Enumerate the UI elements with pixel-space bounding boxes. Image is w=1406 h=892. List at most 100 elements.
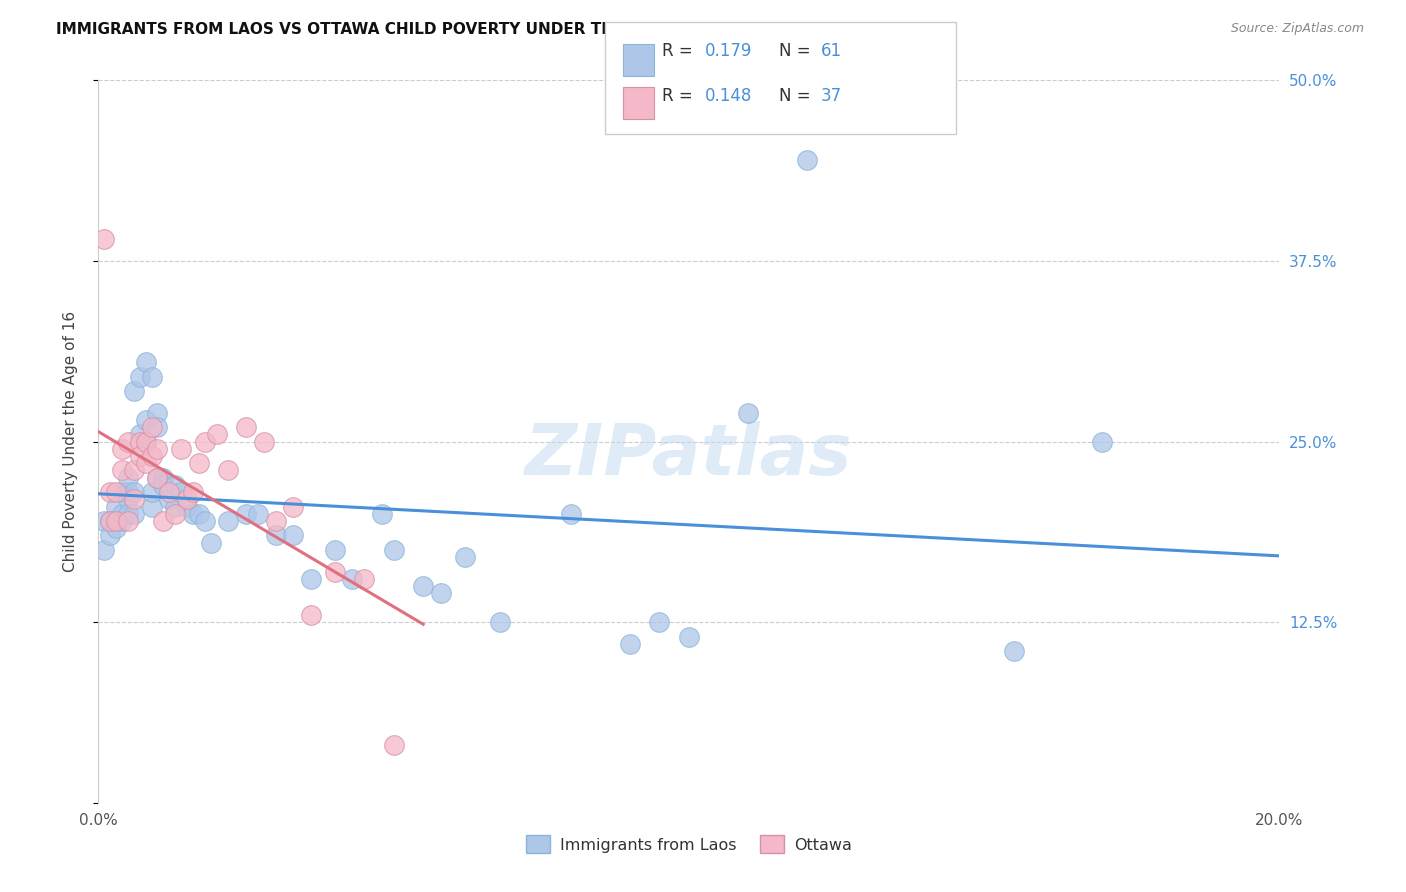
Point — [382, 738, 405, 752]
Text: ZIPatlas: ZIPatlas — [526, 422, 852, 491]
Point — [560, 507, 582, 521]
Point — [122, 384, 145, 398]
Point — [796, 153, 818, 167]
Point — [1002, 644, 1025, 658]
Point — [105, 500, 128, 514]
Y-axis label: Child Poverty Under the Age of 16: Child Poverty Under the Age of 16 — [63, 311, 77, 572]
Text: 0.179: 0.179 — [704, 42, 752, 60]
Point — [217, 463, 239, 477]
Point — [98, 485, 121, 500]
Point — [323, 542, 346, 557]
Point — [93, 514, 115, 528]
Point — [135, 456, 157, 470]
Text: R =: R = — [662, 42, 699, 60]
Text: 0.148: 0.148 — [704, 87, 752, 104]
Point — [98, 528, 121, 542]
Point — [170, 442, 193, 456]
Point — [93, 542, 115, 557]
Point — [141, 420, 163, 434]
Point — [141, 500, 163, 514]
Point — [430, 586, 453, 600]
Point — [323, 565, 346, 579]
Text: IMMIGRANTS FROM LAOS VS OTTAWA CHILD POVERTY UNDER THE AGE OF 16 CORRELATION CHA: IMMIGRANTS FROM LAOS VS OTTAWA CHILD POV… — [56, 22, 907, 37]
Point — [128, 434, 150, 449]
Text: N =: N = — [779, 42, 815, 60]
Point — [371, 507, 394, 521]
Point — [117, 485, 139, 500]
Point — [98, 514, 121, 528]
Point — [194, 434, 217, 449]
Point — [342, 572, 364, 586]
Point — [181, 485, 204, 500]
Point — [489, 615, 512, 630]
Point — [93, 232, 115, 246]
Point — [152, 514, 174, 528]
Point — [187, 456, 209, 470]
Point — [264, 528, 287, 542]
Point — [648, 615, 671, 630]
Point — [170, 485, 193, 500]
Text: N =: N = — [779, 87, 815, 104]
Point — [117, 470, 139, 484]
Point — [117, 492, 139, 507]
Point — [146, 470, 169, 484]
Point — [205, 427, 228, 442]
Point — [105, 485, 128, 500]
Point — [105, 514, 128, 528]
Point — [141, 369, 163, 384]
Point — [678, 630, 700, 644]
Point — [98, 514, 121, 528]
Point — [141, 485, 163, 500]
Point — [253, 434, 276, 449]
Point — [382, 542, 405, 557]
Point — [135, 413, 157, 427]
Point — [135, 434, 157, 449]
Point — [146, 420, 169, 434]
Point — [453, 550, 475, 565]
Point — [122, 492, 145, 507]
Point — [117, 434, 139, 449]
Point — [122, 485, 145, 500]
Point — [283, 528, 305, 542]
Point — [187, 507, 209, 521]
Point — [122, 507, 145, 521]
Point — [264, 514, 287, 528]
Point — [353, 572, 375, 586]
Legend: Immigrants from Laos, Ottawa: Immigrants from Laos, Ottawa — [520, 829, 858, 860]
Point — [135, 434, 157, 449]
Point — [619, 637, 641, 651]
Point — [299, 607, 322, 622]
Point — [217, 514, 239, 528]
Point — [157, 485, 180, 500]
Point — [165, 478, 187, 492]
Point — [146, 406, 169, 420]
Text: R =: R = — [662, 87, 699, 104]
Point — [176, 500, 198, 514]
Point — [128, 449, 150, 463]
Point — [128, 369, 150, 384]
Point — [235, 420, 257, 434]
Point — [128, 427, 150, 442]
Point — [299, 572, 322, 586]
Point — [111, 463, 134, 477]
Point — [111, 442, 134, 456]
Point — [117, 507, 139, 521]
Point — [176, 492, 198, 507]
Point — [146, 442, 169, 456]
Point — [122, 463, 145, 477]
Point — [246, 507, 269, 521]
Point — [135, 355, 157, 369]
Point — [165, 500, 187, 514]
Point — [412, 579, 434, 593]
Point — [200, 535, 222, 549]
Point — [111, 507, 134, 521]
Point — [165, 507, 187, 521]
Point — [146, 470, 169, 484]
Point — [117, 514, 139, 528]
Point — [157, 492, 180, 507]
Point — [141, 449, 163, 463]
Point — [235, 507, 257, 521]
Point — [152, 478, 174, 492]
Text: 37: 37 — [821, 87, 842, 104]
Point — [283, 500, 305, 514]
